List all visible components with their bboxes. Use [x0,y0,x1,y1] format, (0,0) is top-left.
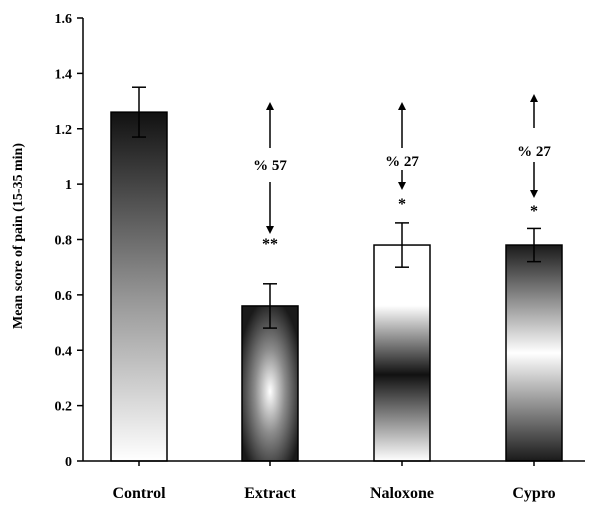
y-tick-label: 0.4 [55,344,73,359]
y-tick-label: 1 [65,178,72,193]
y-tick-label: 0.6 [55,289,73,304]
x-category-label: Cypro [512,485,555,502]
x-category-label: Extract [244,485,296,502]
inhibition-label: % 27 [517,144,551,160]
x-category-label: Control [112,485,166,502]
bar-cypro [505,244,563,462]
significance-marker: * [398,196,406,213]
y-tick-label: 1.4 [55,67,73,82]
inhibition-label: % 57 [253,158,287,174]
y-axis-label: Mean score of pain (15-35 min) [11,143,26,329]
y-tick-label: 0.8 [55,234,73,249]
inhibition-label: % 27 [385,154,419,170]
y-tick-label: 1.2 [55,123,73,138]
significance-marker: ** [262,236,278,253]
y-tick-label: 0 [65,455,72,470]
bar-control [110,111,168,462]
significance-marker: * [530,203,538,220]
bar-naloxone [373,244,431,462]
bar-extract [241,305,299,462]
y-tick-label: 1.6 [55,12,73,27]
y-tick-label: 0.2 [55,400,73,415]
x-category-label: Naloxone [370,485,434,502]
